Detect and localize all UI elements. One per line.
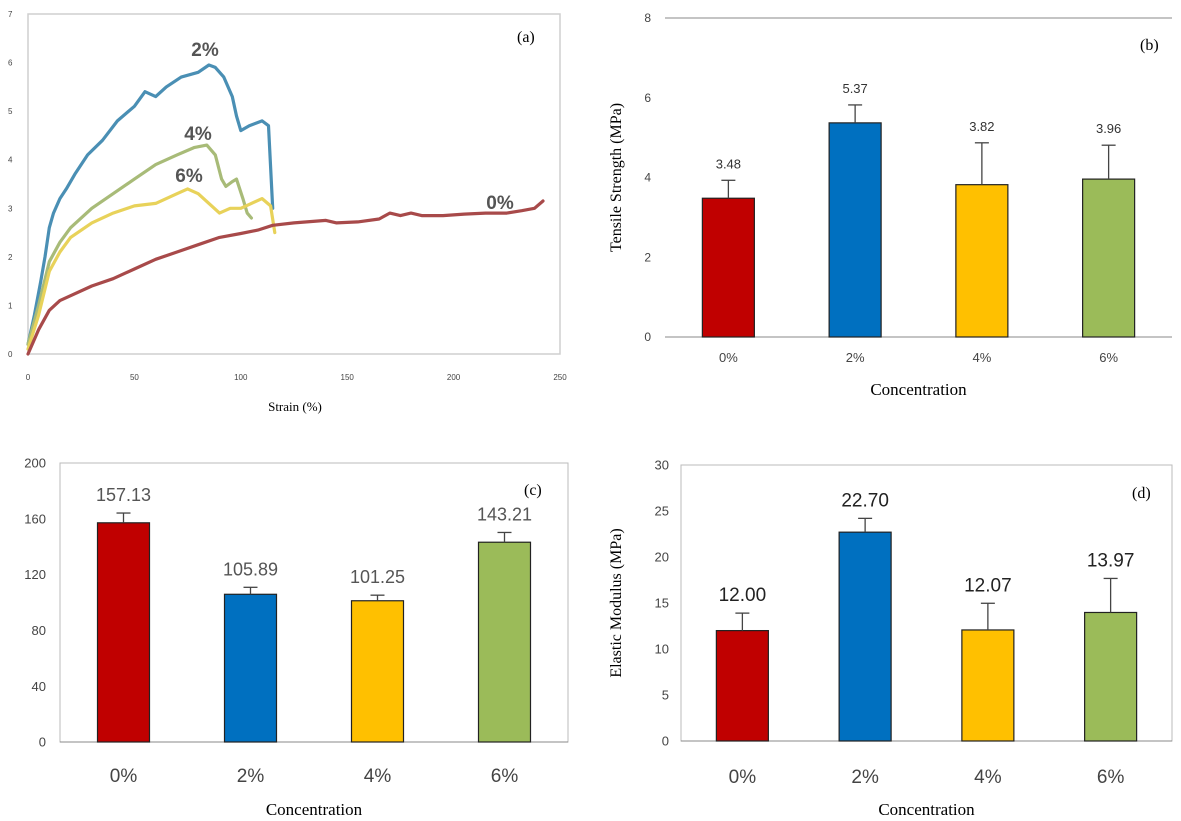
y-tick-label: 0 bbox=[644, 330, 651, 344]
data-label: 105.89 bbox=[223, 559, 278, 579]
curve-label: 0% bbox=[486, 193, 514, 214]
data-label: 12.00 bbox=[719, 585, 767, 606]
x-tick-label: 2% bbox=[846, 350, 865, 365]
y-tick-label: 160 bbox=[24, 511, 46, 526]
bar-6% bbox=[1084, 611, 1138, 742]
bar-0% bbox=[715, 629, 769, 742]
y-tick-label: 20 bbox=[655, 550, 669, 565]
x-tick-label: 0% bbox=[719, 350, 738, 365]
panel-label: (d) bbox=[1132, 485, 1151, 502]
x-tick-label: 6% bbox=[1097, 767, 1125, 788]
data-label: 101.25 bbox=[350, 567, 405, 587]
y-tick-label: 8 bbox=[644, 11, 651, 25]
x-tick-label: 4% bbox=[364, 766, 392, 787]
x-tick-label: 2% bbox=[851, 767, 879, 788]
panel-a: 0 1 2 3 4 5 6 7 0 50 100 150 200 250 Strain (%) (a) 2% 4%… bbox=[8, 10, 567, 414]
bar-2% bbox=[828, 122, 882, 338]
bar-2% bbox=[838, 531, 892, 742]
x-tick-label: 100 bbox=[234, 373, 248, 382]
x-tick-label: 2% bbox=[237, 766, 265, 787]
x-axis-title: Concentration bbox=[266, 800, 363, 819]
y-tick-label: 4 bbox=[644, 171, 651, 185]
y-tick-label: 120 bbox=[24, 567, 46, 582]
curve-label: 6% bbox=[175, 166, 203, 187]
y-tick-label: 6 bbox=[644, 91, 651, 105]
x-tick-label: 0% bbox=[110, 766, 138, 787]
x-axis-title: Strain (%) bbox=[268, 399, 322, 414]
y-tick-label: 80 bbox=[32, 623, 46, 638]
curve-2% bbox=[26, 63, 275, 346]
y-tick-label: 5 bbox=[662, 688, 669, 703]
bar-0% bbox=[96, 522, 151, 743]
bar-2% bbox=[223, 593, 278, 743]
y-tick-label: 1 bbox=[8, 301, 13, 310]
data-label: 12.07 bbox=[964, 575, 1012, 596]
data-label: 3.82 bbox=[969, 119, 994, 134]
x-tick-label: 200 bbox=[447, 373, 461, 382]
data-label: 5.37 bbox=[842, 81, 867, 96]
data-label: 3.48 bbox=[716, 156, 741, 171]
y-tick-label: 0 bbox=[662, 734, 669, 749]
y-tick-label: 40 bbox=[32, 679, 46, 694]
bar-4% bbox=[955, 184, 1009, 338]
y-tick-label: 2 bbox=[8, 253, 13, 262]
x-tick-label: 0% bbox=[729, 767, 757, 788]
x-tick-label: 0 bbox=[26, 373, 31, 382]
data-label: 13.97 bbox=[1087, 550, 1135, 571]
y-tick-label: 5 bbox=[8, 107, 13, 116]
bar-4% bbox=[350, 600, 405, 743]
x-tick-label: 6% bbox=[1099, 350, 1118, 365]
y-tick-label: 30 bbox=[655, 458, 669, 473]
y-tick-label: 0 bbox=[39, 735, 46, 750]
bar-0% bbox=[701, 197, 755, 338]
curve-label: 2% bbox=[191, 40, 219, 61]
plot-frame bbox=[27, 13, 561, 355]
bar-4% bbox=[961, 629, 1015, 742]
curve-6% bbox=[26, 187, 277, 351]
data-label: 3.96 bbox=[1096, 121, 1121, 136]
curve-4% bbox=[26, 143, 253, 346]
x-tick-label: 250 bbox=[553, 373, 567, 382]
y-tick-label: 7 bbox=[8, 10, 13, 19]
panel-label: (b) bbox=[1140, 37, 1159, 54]
y-tick-label: 3 bbox=[8, 204, 13, 213]
panel-d: 0 5 10 15 20 25 30 12.00 0% 22.70 2% 12.07 4% 13.97 6%… bbox=[608, 458, 1173, 819]
x-axis-title: Concentration bbox=[870, 380, 967, 399]
y-tick-label: 2 bbox=[644, 250, 651, 264]
x-tick-label: 6% bbox=[491, 766, 519, 787]
y-tick-label: 15 bbox=[655, 596, 669, 611]
y-tick-label: 200 bbox=[24, 456, 46, 471]
bar-6% bbox=[477, 541, 532, 743]
x-tick-label: 4% bbox=[972, 350, 991, 365]
y-axis-title: Tensile Strength (MPa) bbox=[608, 103, 625, 252]
y-tick-label: 10 bbox=[655, 642, 669, 657]
x-tick-label: 50 bbox=[130, 373, 139, 382]
panel-c: 0 40 80 120 160 200 157.13 0% 105.89 2% 101.25 4% 14… bbox=[24, 456, 569, 819]
panel-label: (c) bbox=[524, 482, 542, 499]
y-axis-title: Elastic Modulus (MPa) bbox=[608, 528, 625, 677]
x-tick-label: 4% bbox=[974, 767, 1002, 788]
y-tick-label: 6 bbox=[8, 59, 13, 68]
data-label: 22.70 bbox=[841, 490, 889, 511]
panel-b: 0 2 4 6 8 3.48 0% 5.37 2% 3.82 4% 3.96 6% Concentrati… bbox=[608, 11, 1172, 399]
curve-0% bbox=[26, 199, 545, 356]
y-tick-label: 0 bbox=[8, 350, 13, 359]
curve-label: 4% bbox=[184, 124, 212, 145]
bar-6% bbox=[1082, 178, 1136, 338]
x-tick-label: 150 bbox=[341, 373, 355, 382]
data-label: 143.21 bbox=[477, 504, 532, 524]
x-axis-title: Concentration bbox=[878, 800, 975, 819]
y-tick-label: 25 bbox=[655, 504, 669, 519]
y-tick-label: 4 bbox=[8, 156, 13, 165]
panel-label: (a) bbox=[517, 29, 535, 46]
data-label: 157.13 bbox=[96, 485, 151, 505]
